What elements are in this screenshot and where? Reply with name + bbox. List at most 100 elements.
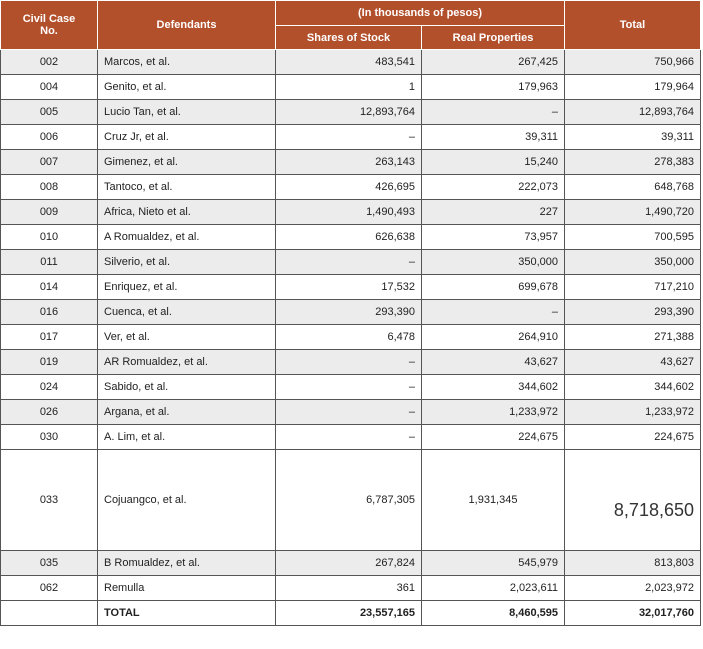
case-cell: 035 xyxy=(0,550,98,576)
case-cell: 017 xyxy=(0,324,98,350)
case-no-header-line-2: No. xyxy=(40,25,58,37)
total-cell: 750,966 xyxy=(564,49,701,75)
case-no-header: Civil Case No. xyxy=(0,0,98,50)
defendant-cell: Genito, et al. xyxy=(97,74,276,100)
total-cell: 224,675 xyxy=(564,424,701,450)
case-cell: 002 xyxy=(0,49,98,75)
table-row: 006 Cruz Jr, et al. –39,311 39,311 xyxy=(0,124,701,150)
total-case-cell xyxy=(0,600,98,626)
defendant-cell: AR Romualdez, et al. xyxy=(97,349,276,375)
real-cell: 73,957 xyxy=(421,224,565,250)
table-row: 017 Ver, et al. 6,478 264,910 271,388 xyxy=(0,324,701,350)
shares-cell: 263,143 xyxy=(275,149,422,175)
table-row: 014 Enriquez, et al. 17,532 699,678 717,210 xyxy=(0,274,701,300)
table-row: 035 B Romualdez, et al. 267,824 545,979 813,… xyxy=(0,550,701,576)
case-cell: 062 xyxy=(0,575,98,601)
case-cell: 005 xyxy=(0,99,98,125)
table-row: 024 Sabido, et al. –344,602 344,602 xyxy=(0,374,701,400)
table-row: 010 A Romualdez, et al. 626,638 73,957 700,5… xyxy=(0,224,701,250)
big-row-body: 033 Cojuangco, et al. 6,787,305 1,931,34… xyxy=(0,449,701,551)
total-cell: 278,383 xyxy=(564,149,701,175)
case-cell: 006 xyxy=(0,124,98,150)
shares-cell: 17,532 xyxy=(275,274,422,300)
case-cell: 030 xyxy=(0,424,98,450)
total-header: Total xyxy=(564,0,701,50)
total-cell: 648,768 xyxy=(564,174,701,200)
table-row: 005 Lucio Tan, et al. 12,893,764–12,893,76… xyxy=(0,99,701,125)
real-cell: 699,678 xyxy=(421,274,565,300)
shares-cell: – xyxy=(275,424,422,450)
total-row: TOTAL 23,557,165 8,460,595 32,017,760 xyxy=(0,600,701,626)
asset-table: Civil Case No. Defendants (In thousands … xyxy=(0,0,701,626)
shares-cell: – xyxy=(275,374,422,400)
total-cell: 39,311 xyxy=(564,124,701,150)
defendant-cell: Silverio, et al. xyxy=(97,249,276,275)
total-cell: 293,390 xyxy=(564,299,701,325)
defendant-cell: Remulla xyxy=(97,575,276,601)
shares-cell: 12,893,764 xyxy=(275,99,422,125)
case-cell: 008 xyxy=(0,174,98,200)
total-cell: 717,210 xyxy=(564,274,701,300)
real-cell: 179,963 xyxy=(421,74,565,100)
defendant-cell: B Romualdez, et al. xyxy=(97,550,276,576)
shares-cell: 1,490,493 xyxy=(275,199,422,225)
table-row: 033 Cojuangco, et al. 6,787,305 1,931,34… xyxy=(0,449,701,551)
real-cell: 1,233,972 xyxy=(421,399,565,425)
shares-cell: – xyxy=(275,349,422,375)
defendants-header: Defendants xyxy=(97,0,276,50)
real-cell: – xyxy=(421,299,565,325)
real-cell: 43,627 xyxy=(421,349,565,375)
table-row: 019 AR Romualdez, et al. –43,627 43,627 xyxy=(0,349,701,375)
table-row: 004 Genito, et al. 1 179,963 179,964 xyxy=(0,74,701,100)
table-row: 016 Cuenca, et al. 293,390–293,390 xyxy=(0,299,701,325)
total-cell: 179,964 xyxy=(564,74,701,100)
tail-body: 035 B Romualdez, et al. 267,824 545,979 813,… xyxy=(0,550,701,601)
defendant-cell: Cojuangco, et al. xyxy=(97,449,276,551)
defendant-cell: Argana, et al. xyxy=(97,399,276,425)
shares-header: Shares of Stock xyxy=(275,25,422,50)
real-cell: 350,000 xyxy=(421,249,565,275)
table-row: 002 Marcos, et al. 483,541 267,425 750,966 xyxy=(0,49,701,75)
case-cell: 010 xyxy=(0,224,98,250)
shares-cell: 361 xyxy=(275,575,422,601)
case-cell: 009 xyxy=(0,199,98,225)
table-row: 011 Silverio, et al. –350,000 350,000 xyxy=(0,249,701,275)
shares-cell: 426,695 xyxy=(275,174,422,200)
table-body: 002 Marcos, et al. 483,541 267,425 750,966 00… xyxy=(0,49,701,450)
defendant-cell: Enriquez, et al. xyxy=(97,274,276,300)
total-cell: 350,000 xyxy=(564,249,701,275)
total-cell: 43,627 xyxy=(564,349,701,375)
real-cell: 227 xyxy=(421,199,565,225)
table-row: 062 Remulla 361 2,023,611 2,023,972 xyxy=(0,575,701,601)
case-cell: 007 xyxy=(0,149,98,175)
table-row: 009 Africa, Nieto et al. 1,490,493 227 1,490… xyxy=(0,199,701,225)
totals-body: TOTAL 23,557,165 8,460,595 32,017,760 xyxy=(0,600,701,626)
total-cell: 12,893,764 xyxy=(564,99,701,125)
shares-cell: – xyxy=(275,249,422,275)
total-shares: 23,557,165 xyxy=(275,600,422,626)
case-cell: 014 xyxy=(0,274,98,300)
defendant-cell: Sabido, et al. xyxy=(97,374,276,400)
total-cell: 813,803 xyxy=(564,550,701,576)
defendant-cell: Cruz Jr, et al. xyxy=(97,124,276,150)
defendant-cell: A. Lim, et al. xyxy=(97,424,276,450)
defendant-cell: Cuenca, et al. xyxy=(97,299,276,325)
total-cell: 700,595 xyxy=(564,224,701,250)
case-cell: 026 xyxy=(0,399,98,425)
total-cell: 344,602 xyxy=(564,374,701,400)
real-cell: 545,979 xyxy=(421,550,565,576)
real-cell: 2,023,611 xyxy=(421,575,565,601)
case-no-header-line-1: Civil Case xyxy=(22,13,76,25)
table-row: 007 Gimenez, et al. 263,143 15,240 278,383 xyxy=(0,149,701,175)
real-cell: 1,931,345 xyxy=(421,449,565,551)
defendant-cell: Lucio Tan, et al. xyxy=(97,99,276,125)
shares-cell: 6,478 xyxy=(275,324,422,350)
big-total-value: 8,718,650 xyxy=(613,499,694,520)
real-header: Real Properties xyxy=(421,25,565,50)
total-label: TOTAL xyxy=(97,600,276,626)
case-cell: 033 xyxy=(0,449,98,551)
shares-cell: 1 xyxy=(275,74,422,100)
total-cell: 271,388 xyxy=(564,324,701,350)
group-header: (In thousands of pesos) xyxy=(275,0,565,26)
shares-cell: 483,541 xyxy=(275,49,422,75)
